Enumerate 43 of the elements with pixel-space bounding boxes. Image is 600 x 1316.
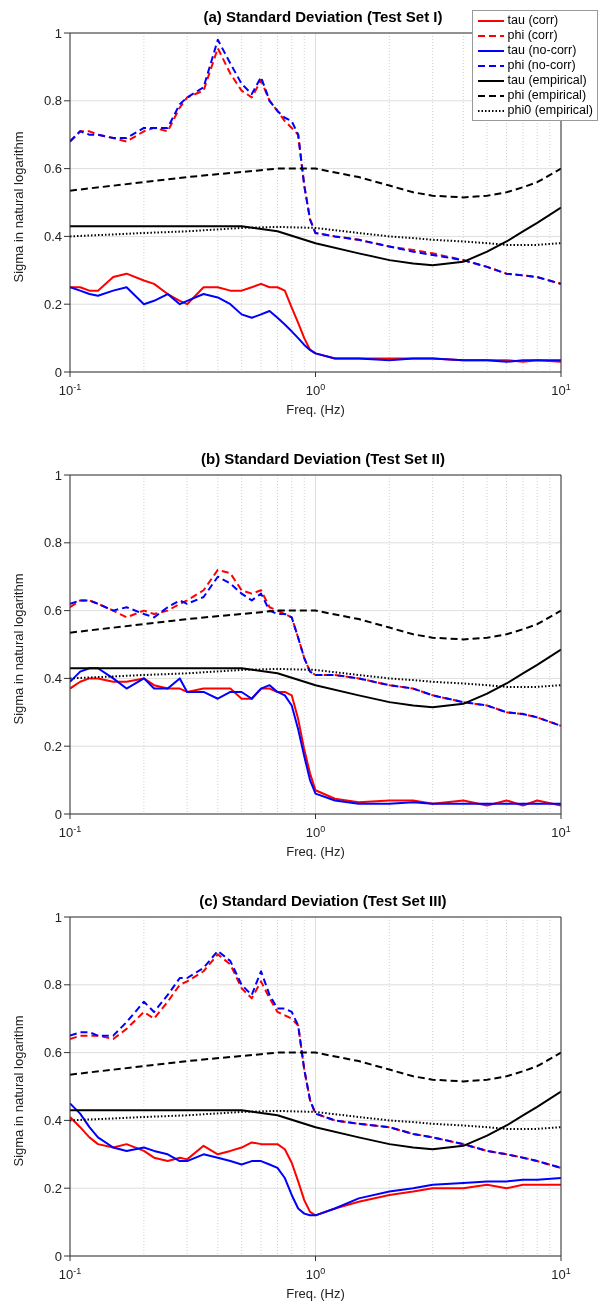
x-tick-label: 10$^{-1}$ [58,382,82,398]
y-tick-label: 0.2 [43,296,62,312]
x-tick-label: 10$^{1}$ [551,382,571,398]
y-tick-label: 0.6 [43,161,62,177]
x-tick-label: 10$^{1}$ [551,824,571,840]
y-axis-title: Sigma in natural logarithm [10,1015,26,1167]
chart-title: (b) Standard Deviation (Test Set II) [201,450,445,467]
legend-label: tau (no-corr) [507,43,577,58]
x-axis-title: Freq. (Hz) [286,1286,345,1301]
legend-label: phi (no-corr) [507,58,576,73]
y-axis-title: Sigma in natural logarithm [10,573,26,725]
y-tick-label: 0.8 [43,535,62,551]
x-axis-title: Freq. (Hz) [286,844,345,859]
chart-title: (c) Standard Deviation (Test Set III) [199,892,447,909]
y-tick-label: 0 [54,806,62,822]
y-tick-label: 0.6 [43,1045,62,1061]
x-tick-label: 10$^{-1}$ [58,824,82,840]
y-tick-label: 0.6 [43,603,62,619]
y-tick-label: 0 [54,1248,62,1264]
y-tick-label: 0.4 [43,229,62,245]
chart-title: (a) Standard Deviation (Test Set I) [203,8,443,25]
x-tick-label: 10$^{1}$ [551,1266,571,1282]
legend-label: phi0 (empirical) [507,103,593,118]
x-tick-label: 10$^{-1}$ [58,1266,82,1282]
legend-label: phi (corr) [507,28,558,43]
y-tick-label: 1 [54,467,62,483]
y-tick-label: 1 [54,25,62,41]
y-tick-label: 0.2 [43,1180,62,1196]
x-tick-label: 10$^{0}$ [305,1266,326,1282]
x-tick-label: 10$^{0}$ [305,824,326,840]
legend-label: tau (corr) [507,13,559,28]
legend-label: tau (empirical) [507,73,587,88]
y-tick-label: 1 [54,909,62,925]
y-tick-label: 0.8 [43,93,62,109]
y-axis-title: Sigma in natural logarithm [10,131,26,283]
y-tick-label: 0.2 [43,738,62,754]
y-tick-label: 0.4 [43,671,62,687]
y-tick-label: 0.4 [43,1113,62,1129]
legend-label: phi (empirical) [507,88,587,103]
x-axis-title: Freq. (Hz) [286,402,345,417]
x-tick-label: 10$^{0}$ [305,382,326,398]
y-tick-label: 0 [54,364,62,380]
y-tick-label: 0.8 [43,977,62,993]
